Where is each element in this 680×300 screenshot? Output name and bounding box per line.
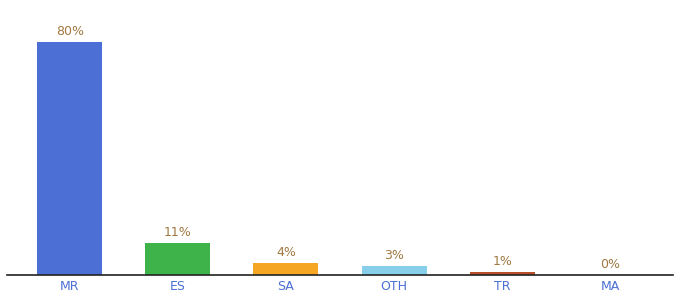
Bar xyxy=(146,242,210,274)
Text: 1%: 1% xyxy=(492,255,512,268)
Text: 0%: 0% xyxy=(600,258,620,271)
Text: 11%: 11% xyxy=(164,226,192,239)
Text: 3%: 3% xyxy=(384,249,404,262)
Bar xyxy=(254,263,318,274)
Bar xyxy=(362,266,426,274)
Text: 80%: 80% xyxy=(56,26,84,38)
Bar xyxy=(37,42,102,274)
Bar xyxy=(470,272,534,274)
Text: 4%: 4% xyxy=(276,246,296,260)
